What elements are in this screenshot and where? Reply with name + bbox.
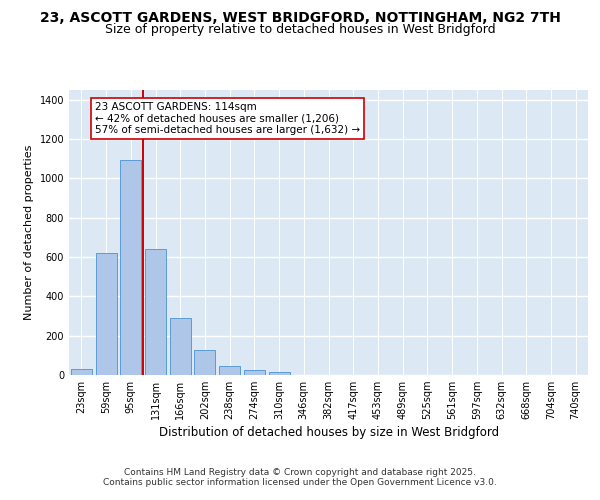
Text: Contains public sector information licensed under the Open Government Licence v3: Contains public sector information licen…	[103, 478, 497, 487]
Bar	[71, 369, 92, 375]
Y-axis label: Number of detached properties: Number of detached properties	[24, 145, 34, 320]
Text: Contains HM Land Registry data © Crown copyright and database right 2025.: Contains HM Land Registry data © Crown c…	[124, 468, 476, 477]
Bar	[219, 366, 240, 375]
Bar	[244, 370, 265, 375]
Text: 23 ASCOTT GARDENS: 114sqm
← 42% of detached houses are smaller (1,206)
57% of se: 23 ASCOTT GARDENS: 114sqm ← 42% of detac…	[95, 102, 360, 135]
Bar	[120, 160, 141, 375]
Text: Distribution of detached houses by size in West Bridgford: Distribution of detached houses by size …	[159, 426, 499, 439]
Bar	[194, 350, 215, 375]
Bar	[145, 249, 166, 375]
Bar	[95, 253, 116, 375]
Bar	[170, 318, 191, 375]
Text: 23, ASCOTT GARDENS, WEST BRIDGFORD, NOTTINGHAM, NG2 7TH: 23, ASCOTT GARDENS, WEST BRIDGFORD, NOTT…	[40, 10, 560, 24]
Text: Size of property relative to detached houses in West Bridgford: Size of property relative to detached ho…	[104, 22, 496, 36]
Bar	[269, 372, 290, 375]
